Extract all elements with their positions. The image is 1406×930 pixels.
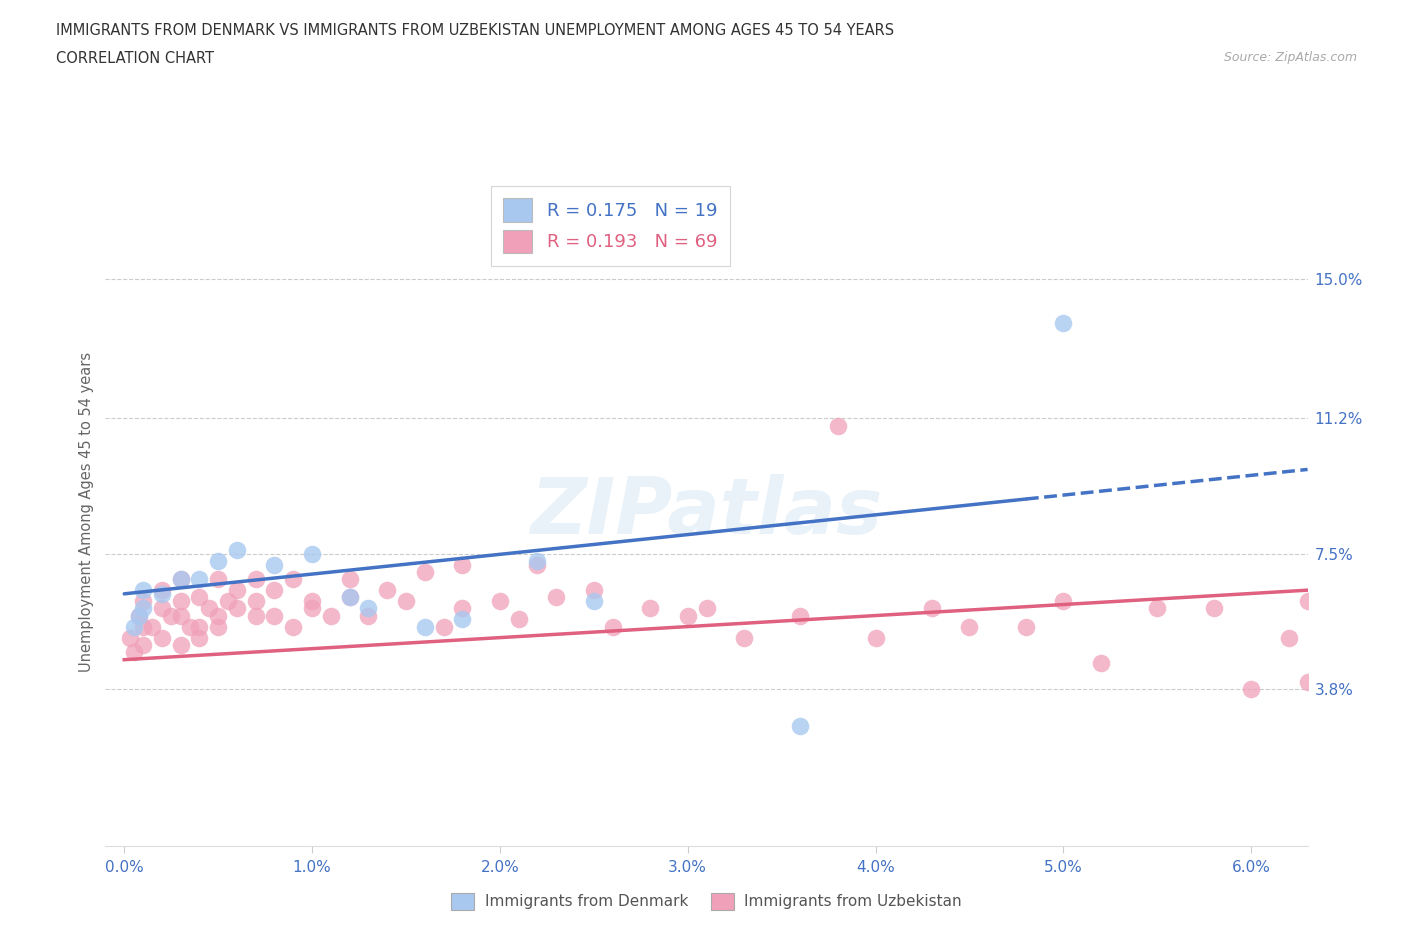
Point xyxy=(150,601,173,616)
Point xyxy=(197,601,219,616)
Point xyxy=(602,619,624,634)
Point xyxy=(1202,601,1225,616)
Point xyxy=(141,619,163,634)
Point xyxy=(451,557,474,572)
Point xyxy=(188,590,211,604)
Point xyxy=(526,553,548,568)
Point xyxy=(301,546,323,561)
Point xyxy=(489,593,512,608)
Point xyxy=(395,593,418,608)
Point xyxy=(160,608,183,623)
Point xyxy=(150,631,173,645)
Y-axis label: Unemployment Among Ages 45 to 54 years: Unemployment Among Ages 45 to 54 years xyxy=(79,352,94,671)
Point xyxy=(339,590,361,604)
Point xyxy=(301,601,323,616)
Point xyxy=(226,583,249,598)
Point xyxy=(1052,315,1074,330)
Text: ZIPatlas: ZIPatlas xyxy=(530,473,883,550)
Point xyxy=(1296,674,1319,689)
Point xyxy=(150,583,173,598)
Point xyxy=(217,593,239,608)
Point xyxy=(118,631,141,645)
Point xyxy=(169,572,191,587)
Point xyxy=(179,619,201,634)
Point xyxy=(865,631,887,645)
Point xyxy=(283,572,305,587)
Point xyxy=(150,587,173,602)
Point xyxy=(451,601,474,616)
Point xyxy=(1090,656,1112,671)
Point xyxy=(1052,593,1074,608)
Point xyxy=(188,631,211,645)
Point xyxy=(959,619,981,634)
Point xyxy=(188,619,211,634)
Point xyxy=(207,619,229,634)
Point xyxy=(582,583,605,598)
Point xyxy=(695,601,717,616)
Point xyxy=(413,619,436,634)
Point xyxy=(319,608,342,623)
Point xyxy=(357,608,380,623)
Point xyxy=(1240,682,1263,697)
Point xyxy=(451,612,474,627)
Point xyxy=(263,583,285,598)
Point xyxy=(132,638,155,653)
Point xyxy=(1296,593,1319,608)
Point xyxy=(283,619,305,634)
Point xyxy=(263,557,285,572)
Point xyxy=(546,590,568,604)
Point xyxy=(245,608,267,623)
Point xyxy=(827,418,849,433)
Text: Source: ZipAtlas.com: Source: ZipAtlas.com xyxy=(1223,51,1357,64)
Point xyxy=(245,572,267,587)
Point xyxy=(263,608,285,623)
Text: IMMIGRANTS FROM DENMARK VS IMMIGRANTS FROM UZBEKISTAN UNEMPLOYMENT AMONG AGES 45: IMMIGRANTS FROM DENMARK VS IMMIGRANTS FR… xyxy=(56,23,894,38)
Point xyxy=(207,572,229,587)
Point xyxy=(638,601,661,616)
Point xyxy=(122,619,145,634)
Point xyxy=(582,593,605,608)
Point xyxy=(1015,619,1038,634)
Point xyxy=(676,608,699,623)
Point xyxy=(432,619,454,634)
Point xyxy=(1146,601,1168,616)
Point xyxy=(1278,631,1301,645)
Point xyxy=(132,583,155,598)
Point xyxy=(245,593,267,608)
Point xyxy=(169,572,191,587)
Point xyxy=(508,612,530,627)
Point xyxy=(169,638,191,653)
Point xyxy=(789,718,811,733)
Point xyxy=(301,593,323,608)
Point xyxy=(132,601,155,616)
Point xyxy=(128,608,150,623)
Point xyxy=(207,553,229,568)
Point xyxy=(188,572,211,587)
Point xyxy=(375,583,398,598)
Point xyxy=(207,608,229,623)
Point xyxy=(132,593,155,608)
Point xyxy=(526,557,548,572)
Point xyxy=(169,608,191,623)
Point xyxy=(226,542,249,557)
Point xyxy=(789,608,811,623)
Point xyxy=(169,593,191,608)
Point xyxy=(226,601,249,616)
Point xyxy=(357,601,380,616)
Point xyxy=(921,601,943,616)
Text: CORRELATION CHART: CORRELATION CHART xyxy=(56,51,214,66)
Point xyxy=(132,619,155,634)
Point xyxy=(413,565,436,579)
Point xyxy=(339,590,361,604)
Legend: Immigrants from Denmark, Immigrants from Uzbekistan: Immigrants from Denmark, Immigrants from… xyxy=(444,887,969,916)
Point xyxy=(339,572,361,587)
Point xyxy=(128,608,150,623)
Point xyxy=(733,631,755,645)
Point xyxy=(122,644,145,659)
